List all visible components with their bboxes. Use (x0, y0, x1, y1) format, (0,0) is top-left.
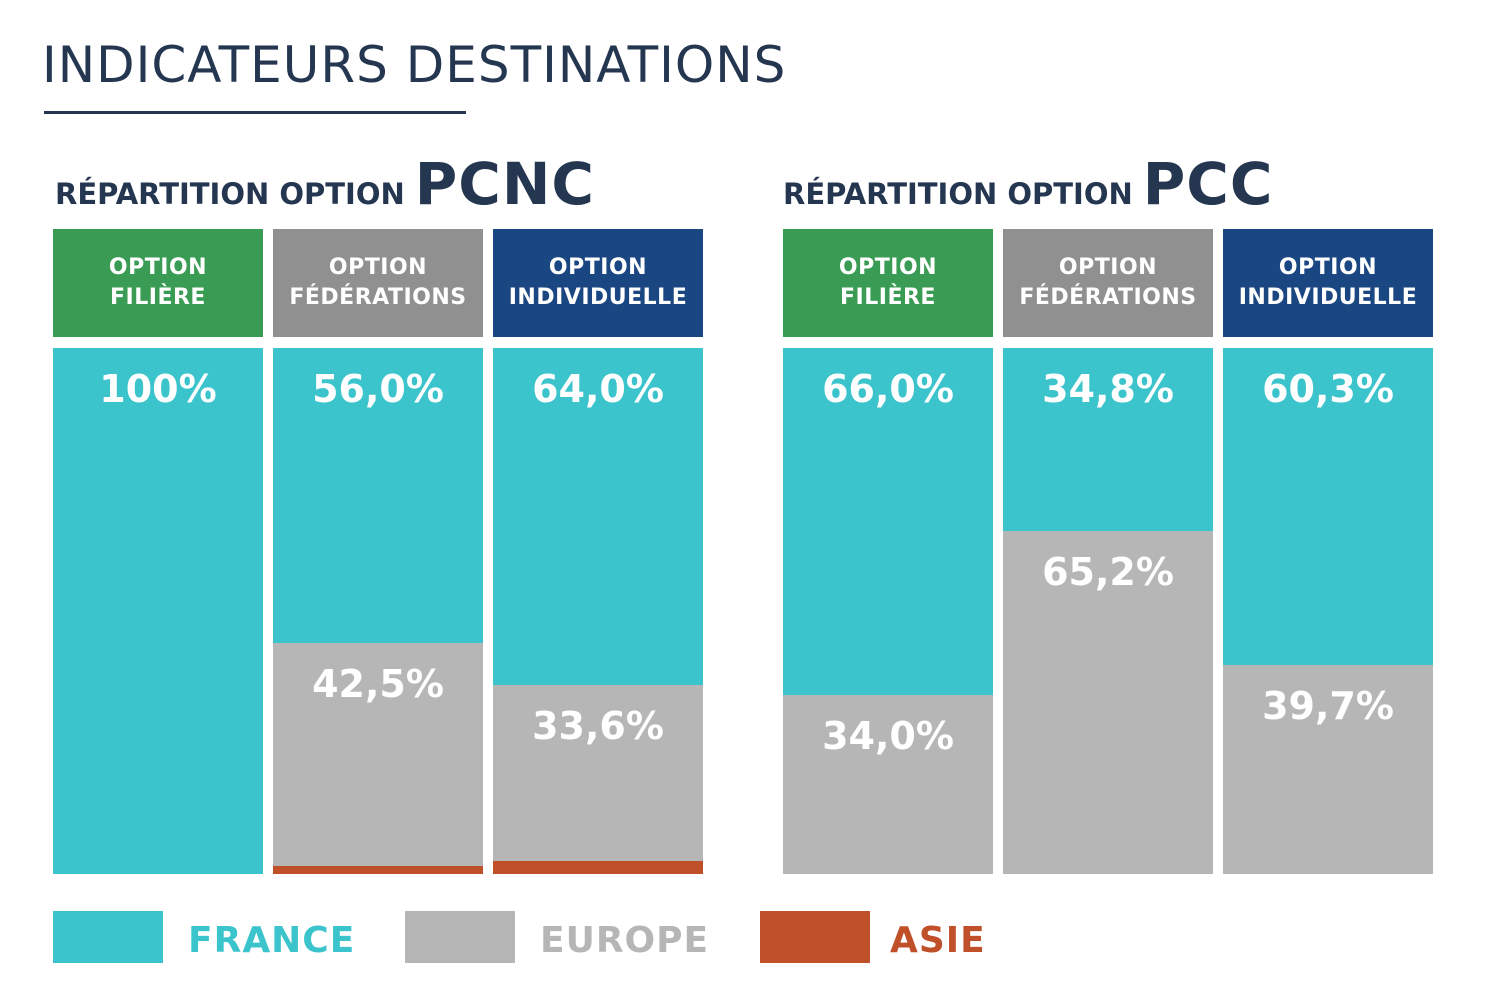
chart-title-option: PCC (1142, 150, 1274, 218)
bar-segment-france (493, 348, 703, 685)
legend-swatch-europe (405, 911, 515, 963)
legend-label-asie: ASIE (890, 920, 986, 961)
column-header-line2: FÉDÉRATIONS (289, 285, 467, 310)
column-header-individuelle: OPTION INDIVIDUELLE (493, 229, 703, 337)
bar-pcnc-individuelle: 64,0% 33,6% (493, 348, 703, 874)
bar-segment-europe (1223, 665, 1433, 874)
bar-segment-france (783, 348, 993, 696)
legend-swatch-asie (760, 911, 870, 963)
data-label-france: 64,0% (532, 367, 664, 411)
chart-title-pcc: RÉPARTITION OPTION PCC (783, 150, 1273, 218)
legend-label-france: FRANCE (188, 920, 356, 961)
column-header-line2: INDIVIDUELLE (508, 285, 688, 310)
data-label-europe: 34,0% (822, 714, 954, 759)
data-label-europe: 65,2% (1042, 550, 1174, 595)
column-header-individuelle: OPTION INDIVIDUELLE (1223, 229, 1433, 337)
column-header-line2: FILIÈRE (840, 285, 936, 310)
column-header-line1: OPTION (1058, 255, 1158, 280)
chart-title-prefix: RÉPARTITION OPTION (55, 177, 405, 211)
page-title: INDICATEURS DESTINATIONS (42, 36, 787, 94)
column-header-line2: INDIVIDUELLE (1238, 285, 1418, 310)
bar-segment-europe (1003, 531, 1213, 874)
column-header-line1: OPTION (328, 255, 428, 280)
bar-segment-europe (273, 642, 483, 867)
column-header-line2: FILIÈRE (110, 285, 206, 310)
bar-pcc-federations: 34,8% 65,2% (1003, 348, 1213, 874)
bar-pcc-individuelle: 60,3% 39,7% (1223, 348, 1433, 874)
data-label-europe: 42,5% (312, 661, 444, 706)
bar-segment-france (53, 348, 263, 874)
bar-segment-france (1003, 348, 1213, 532)
chart-title-pcnc: RÉPARTITION OPTION PCNC (55, 150, 595, 218)
bar-pcnc-federations: 56,0% 42,5% (273, 348, 483, 874)
bar-segment-europe (783, 695, 993, 874)
legend-swatch-france (53, 911, 163, 963)
bar-pcc-filiere: 66,0% 34,0% (783, 348, 993, 874)
bar-segment-france (273, 348, 483, 643)
data-label-france: 56,0% (312, 367, 444, 411)
bar-segment-asie (273, 866, 483, 874)
data-label-france: 66,0% (822, 367, 954, 411)
legend-label-europe: EUROPE (540, 920, 710, 961)
bar-segment-asie (493, 861, 703, 874)
bar-pcnc-filiere: 100% (53, 348, 263, 874)
data-label-europe: 39,7% (1262, 684, 1394, 729)
column-header-filiere: OPTION FILIÈRE (53, 229, 263, 337)
data-label-france: 60,3% (1262, 367, 1394, 411)
column-header-line1: OPTION (1278, 255, 1378, 280)
data-label-europe: 33,6% (532, 703, 664, 748)
column-header-line1: OPTION (548, 255, 648, 280)
column-header-line1: OPTION (838, 255, 938, 280)
column-header-federations: OPTION FÉDÉRATIONS (1003, 229, 1213, 337)
column-header-filiere: OPTION FILIÈRE (783, 229, 993, 337)
column-header-line1: OPTION (108, 255, 208, 280)
data-label-france: 100% (99, 367, 217, 411)
bar-segment-france (1223, 348, 1433, 666)
chart-title-option: PCNC (414, 150, 595, 218)
column-header-line2: FÉDÉRATIONS (1019, 285, 1197, 310)
title-underline (44, 111, 466, 114)
bar-segment-europe (493, 684, 703, 862)
chart-title-prefix: RÉPARTITION OPTION (783, 177, 1133, 211)
data-label-france: 34,8% (1042, 367, 1174, 411)
column-header-federations: OPTION FÉDÉRATIONS (273, 229, 483, 337)
